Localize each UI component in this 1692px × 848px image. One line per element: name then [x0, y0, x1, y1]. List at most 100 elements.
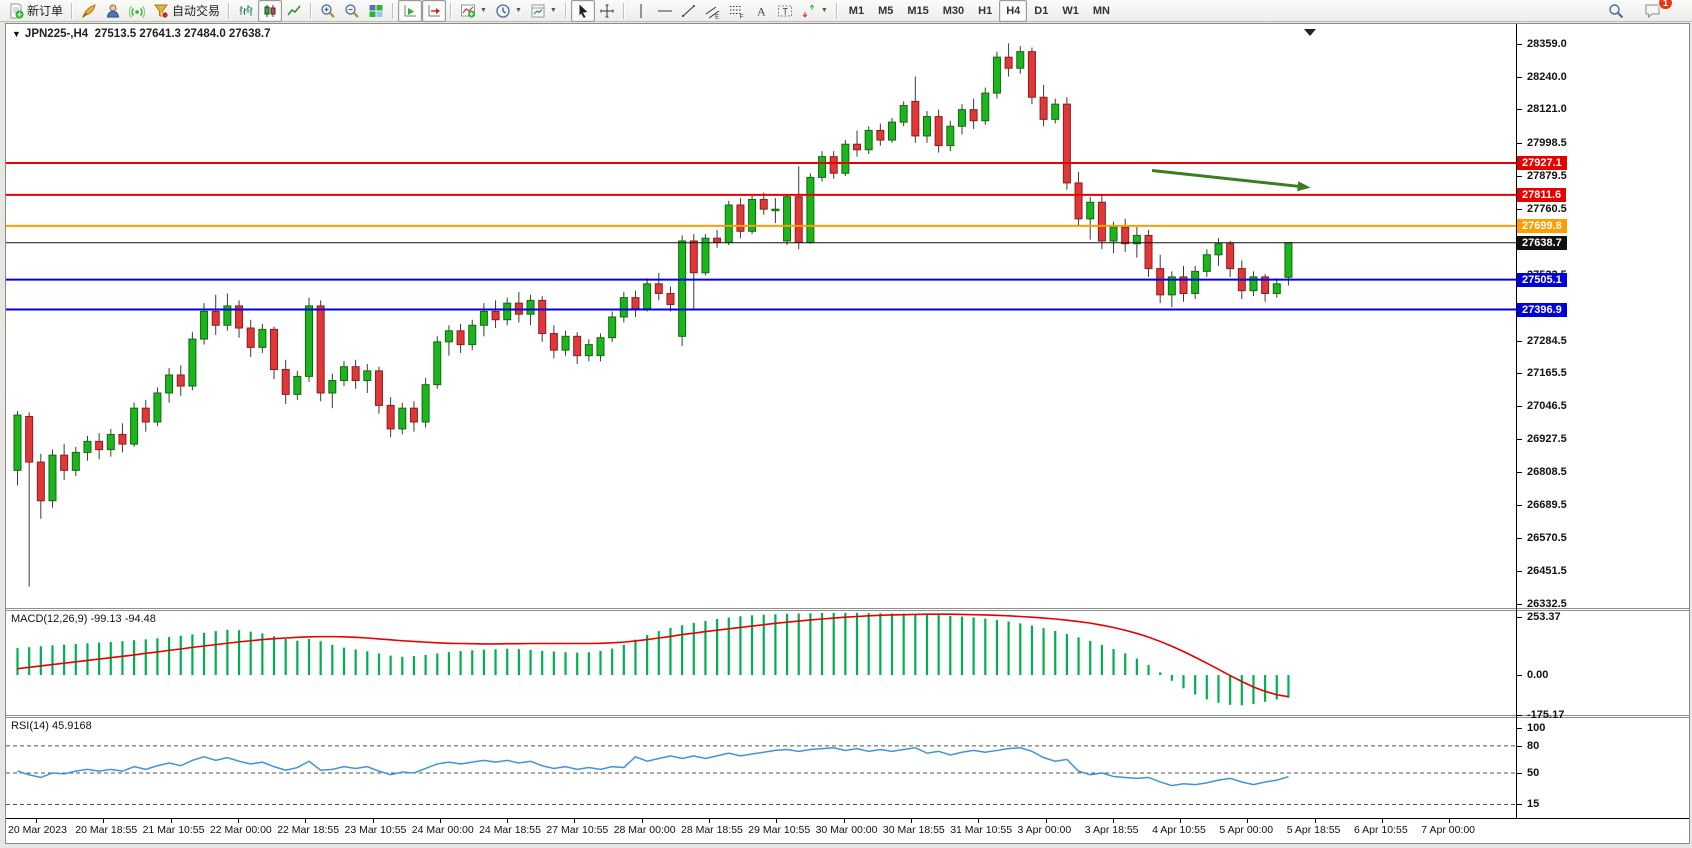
chart-menu-icon[interactable]: ▼	[12, 29, 21, 39]
tf-m30-button[interactable]: M30	[942, 4, 965, 17]
axis-tick	[1517, 472, 1522, 474]
macd-tick: -175.17	[1527, 709, 1565, 722]
metaeditor-button[interactable]	[77, 0, 101, 22]
line-chart-button[interactable]	[282, 0, 306, 22]
time-label: 6 Apr 10:55	[1354, 824, 1408, 836]
time-label: 3 Apr 00:00	[1017, 824, 1072, 836]
time-axis[interactable]: 20 Mar 2023 20 Mar 18:55 21 Mar 10:55 22 Ma…	[6, 818, 1689, 841]
vertical-line-button[interactable]	[629, 0, 653, 22]
bar-chart-button[interactable]	[234, 0, 258, 22]
price-axis[interactable]: 28359.0 28240.0 28121.0 27998.5 27879.5 27760…	[1517, 24, 1687, 818]
arrows-button[interactable]: ▼	[797, 0, 832, 22]
dropdown-caret-icon[interactable]: ▼	[549, 7, 557, 14]
zoom-in-button[interactable]	[316, 0, 340, 22]
tf-mn-button[interactable]: MN	[1092, 4, 1110, 17]
community-button[interactable]	[101, 0, 125, 22]
candle	[468, 319, 477, 351]
candle	[25, 412, 34, 587]
time-label: 30 Mar 18:55	[882, 824, 945, 836]
search-button[interactable]	[1604, 0, 1628, 22]
price-tick: 26927.5	[1527, 433, 1567, 446]
axis-tick	[1517, 373, 1522, 375]
dropdown-caret-icon[interactable]: ▼	[514, 7, 522, 14]
candle	[1144, 229, 1153, 277]
periods-button[interactable]: ▼	[491, 0, 526, 22]
price-tick: 27165.5	[1527, 367, 1567, 380]
tf-d1-button[interactable]: D1	[1034, 4, 1049, 17]
fibonacci-button[interactable]: F	[725, 0, 749, 22]
candle	[48, 449, 57, 508]
trendline-button[interactable]	[677, 0, 701, 22]
signals-button[interactable]	[125, 0, 149, 22]
tf-h1-button[interactable]: H1	[978, 4, 993, 17]
notifications-button[interactable]: 1	[1640, 0, 1673, 22]
text-button[interactable]: A	[749, 0, 773, 22]
rsi-chart	[6, 745, 1516, 805]
trend-arrow[interactable]	[1151, 168, 1311, 192]
candle	[1086, 196, 1095, 240]
auto-scroll-button[interactable]	[398, 0, 423, 22]
candle	[433, 336, 442, 389]
candle	[235, 300, 244, 338]
chart-symbol-label: JPN225-,H4	[24, 28, 89, 40]
time-tick	[1449, 819, 1451, 823]
zoom-out-button[interactable]	[340, 0, 364, 22]
candle	[281, 359, 290, 405]
chart-shift-marker-icon[interactable]	[1304, 29, 1316, 36]
crosshair-button[interactable]	[595, 0, 619, 22]
horizontal-line-button[interactable]	[653, 0, 677, 22]
candle-chart-button[interactable]	[258, 0, 283, 22]
time-label: 7 Apr 00:00	[1421, 824, 1476, 836]
candle	[1272, 278, 1281, 298]
autotrading-button[interactable]: 自动交易	[149, 0, 224, 22]
axis-tick	[1517, 143, 1522, 145]
main-toolbar: 新订单 自动交易 ▼ ▼ ▼ E F A T ▼ M1 M5 M15 M30 H1 H4 D1 W1 MN 1	[0, 0, 1692, 22]
time-tick	[507, 819, 509, 823]
candlestick-chart	[6, 29, 1516, 587]
tf-h4-button[interactable]: H4	[999, 0, 1028, 22]
tile-windows-button[interactable]	[364, 0, 388, 22]
time-tick	[641, 819, 643, 823]
tf-m5-button[interactable]: M5	[878, 4, 894, 17]
dropdown-caret-icon[interactable]: ▼	[480, 7, 487, 14]
support-line-1-badge: 27505.1	[1517, 272, 1567, 287]
candle	[1004, 43, 1013, 77]
candle	[876, 123, 885, 146]
axis-tick	[1517, 505, 1522, 507]
cursor-button[interactable]	[570, 0, 595, 22]
text-label-button[interactable]: T	[773, 0, 797, 22]
channel-button[interactable]: E	[701, 0, 725, 22]
templates-button[interactable]: ▼	[526, 0, 561, 22]
tf-m1-button[interactable]: M1	[848, 4, 865, 17]
resistance-line-2-badge: 27811.6	[1517, 187, 1567, 202]
panel-splitter[interactable]	[6, 715, 1689, 718]
svg-text:A: A	[757, 4, 766, 18]
panel-splitter[interactable]	[6, 608, 1689, 611]
macd-panel[interactable]: MACD(12,26,9) -99.13 -94.48	[6, 611, 1516, 715]
tf-w1-button[interactable]: W1	[1062, 4, 1079, 17]
candle	[853, 130, 862, 157]
resistance-line-1-badge: 27927.1	[1517, 155, 1567, 170]
dropdown-caret-icon[interactable]: ▼	[820, 7, 828, 14]
chart-shift-button[interactable]	[422, 0, 447, 22]
candle	[1109, 221, 1118, 254]
candle	[922, 111, 931, 143]
tile-icon	[368, 3, 384, 19]
price-chart-panel[interactable]	[6, 24, 1516, 608]
candle	[13, 410, 22, 486]
person-icon	[105, 3, 121, 19]
axis-tick	[1517, 617, 1522, 619]
candle	[316, 300, 325, 402]
current-price-line-badge: 27638.7	[1517, 235, 1567, 250]
time-tick	[1112, 819, 1114, 823]
chart-ohlc-label: 27513.5 27641.3 27484.0 27638.7	[94, 28, 271, 40]
toolbar-separator	[450, 2, 453, 19]
rsi-tick: 50	[1527, 766, 1540, 779]
clock-icon	[495, 3, 511, 19]
axis-tick	[1517, 340, 1522, 342]
rsi-panel[interactable]: RSI(14) 45.9168	[6, 718, 1516, 818]
indicators-button[interactable]: ▼	[456, 0, 491, 22]
new-order-button[interactable]: 新订单	[4, 0, 67, 22]
candle	[223, 293, 232, 331]
tf-m15-button[interactable]: M15	[907, 4, 929, 17]
